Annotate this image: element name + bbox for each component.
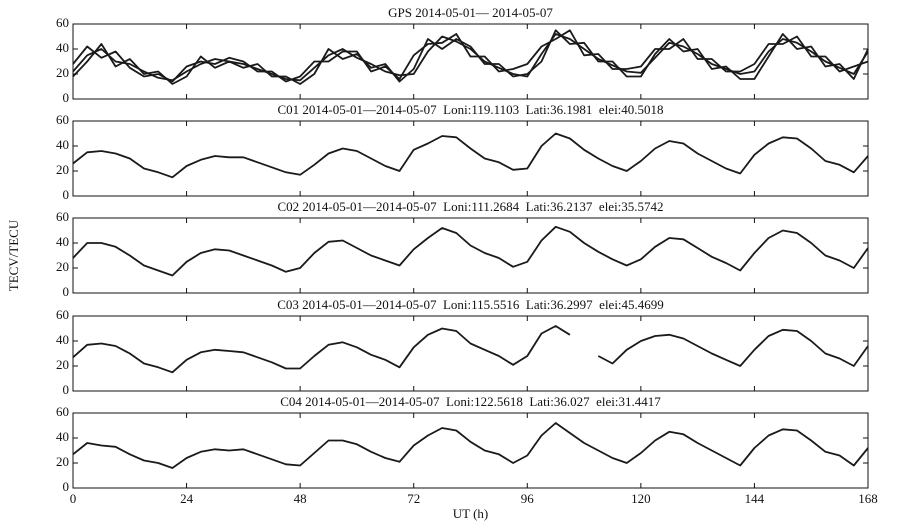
panel-title: C04 2014-05-01—2014-05-07 Loni:122.5618 … [280, 394, 661, 409]
panel-title: GPS 2014-05-01— 2014-05-07 [388, 5, 553, 20]
y-tick-label: 60 [56, 15, 69, 30]
y-tick-label: 40 [56, 332, 69, 347]
x-tick-label: 0 [70, 491, 77, 506]
y-tick-label: 20 [56, 357, 69, 372]
data-line [72, 422, 869, 469]
data-line [72, 29, 869, 83]
y-tick-label: 0 [63, 90, 70, 105]
y-tick-label: 40 [56, 137, 69, 152]
y-tick-label: 40 [56, 40, 69, 55]
panel-title: C02 2014-05-01—2014-05-07 Loni:111.2684 … [277, 199, 663, 214]
y-tick-label: 20 [56, 259, 69, 274]
y-tick-label: 0 [63, 284, 70, 299]
y-tick-label: 20 [56, 162, 69, 177]
y-tick-label: 60 [56, 112, 69, 127]
y-tick-label: 40 [56, 234, 69, 249]
x-tick-label: 24 [180, 491, 194, 506]
data-line [72, 29, 869, 85]
y-tick-label: 0 [63, 479, 70, 494]
plot-frame [72, 412, 869, 489]
data-line [72, 225, 869, 277]
y-tick-label: 20 [56, 65, 69, 80]
data-line [72, 132, 869, 179]
x-tick-label: 120 [631, 491, 651, 506]
y-tick-label: 60 [56, 404, 69, 419]
y-tick-label: 20 [56, 454, 69, 469]
x-tick-label: 72 [407, 491, 420, 506]
x-axis-label: UT (h) [453, 506, 489, 521]
data-line [72, 325, 869, 374]
panel-title: C01 2014-05-01—2014-05-07 Loni:119.1103 … [277, 102, 663, 117]
y-tick-label: 40 [56, 429, 69, 444]
plot-frame [72, 120, 869, 197]
y-tick-label: 60 [56, 307, 69, 322]
x-tick-label: 96 [521, 491, 535, 506]
plot-frame [72, 315, 869, 392]
y-tick-label: 0 [63, 187, 70, 202]
x-tick-label: 48 [294, 491, 307, 506]
plot-frame [72, 23, 869, 100]
y-axis-label: TECV/TECU [6, 219, 21, 291]
y-tick-label: 0 [63, 382, 70, 397]
panel-title: C03 2014-05-01—2014-05-07 Loni:115.5516 … [277, 297, 664, 312]
y-tick-label: 60 [56, 209, 69, 224]
plot-frame [72, 217, 869, 294]
x-tick-label: 168 [858, 491, 878, 506]
x-tick-label: 144 [745, 491, 765, 506]
